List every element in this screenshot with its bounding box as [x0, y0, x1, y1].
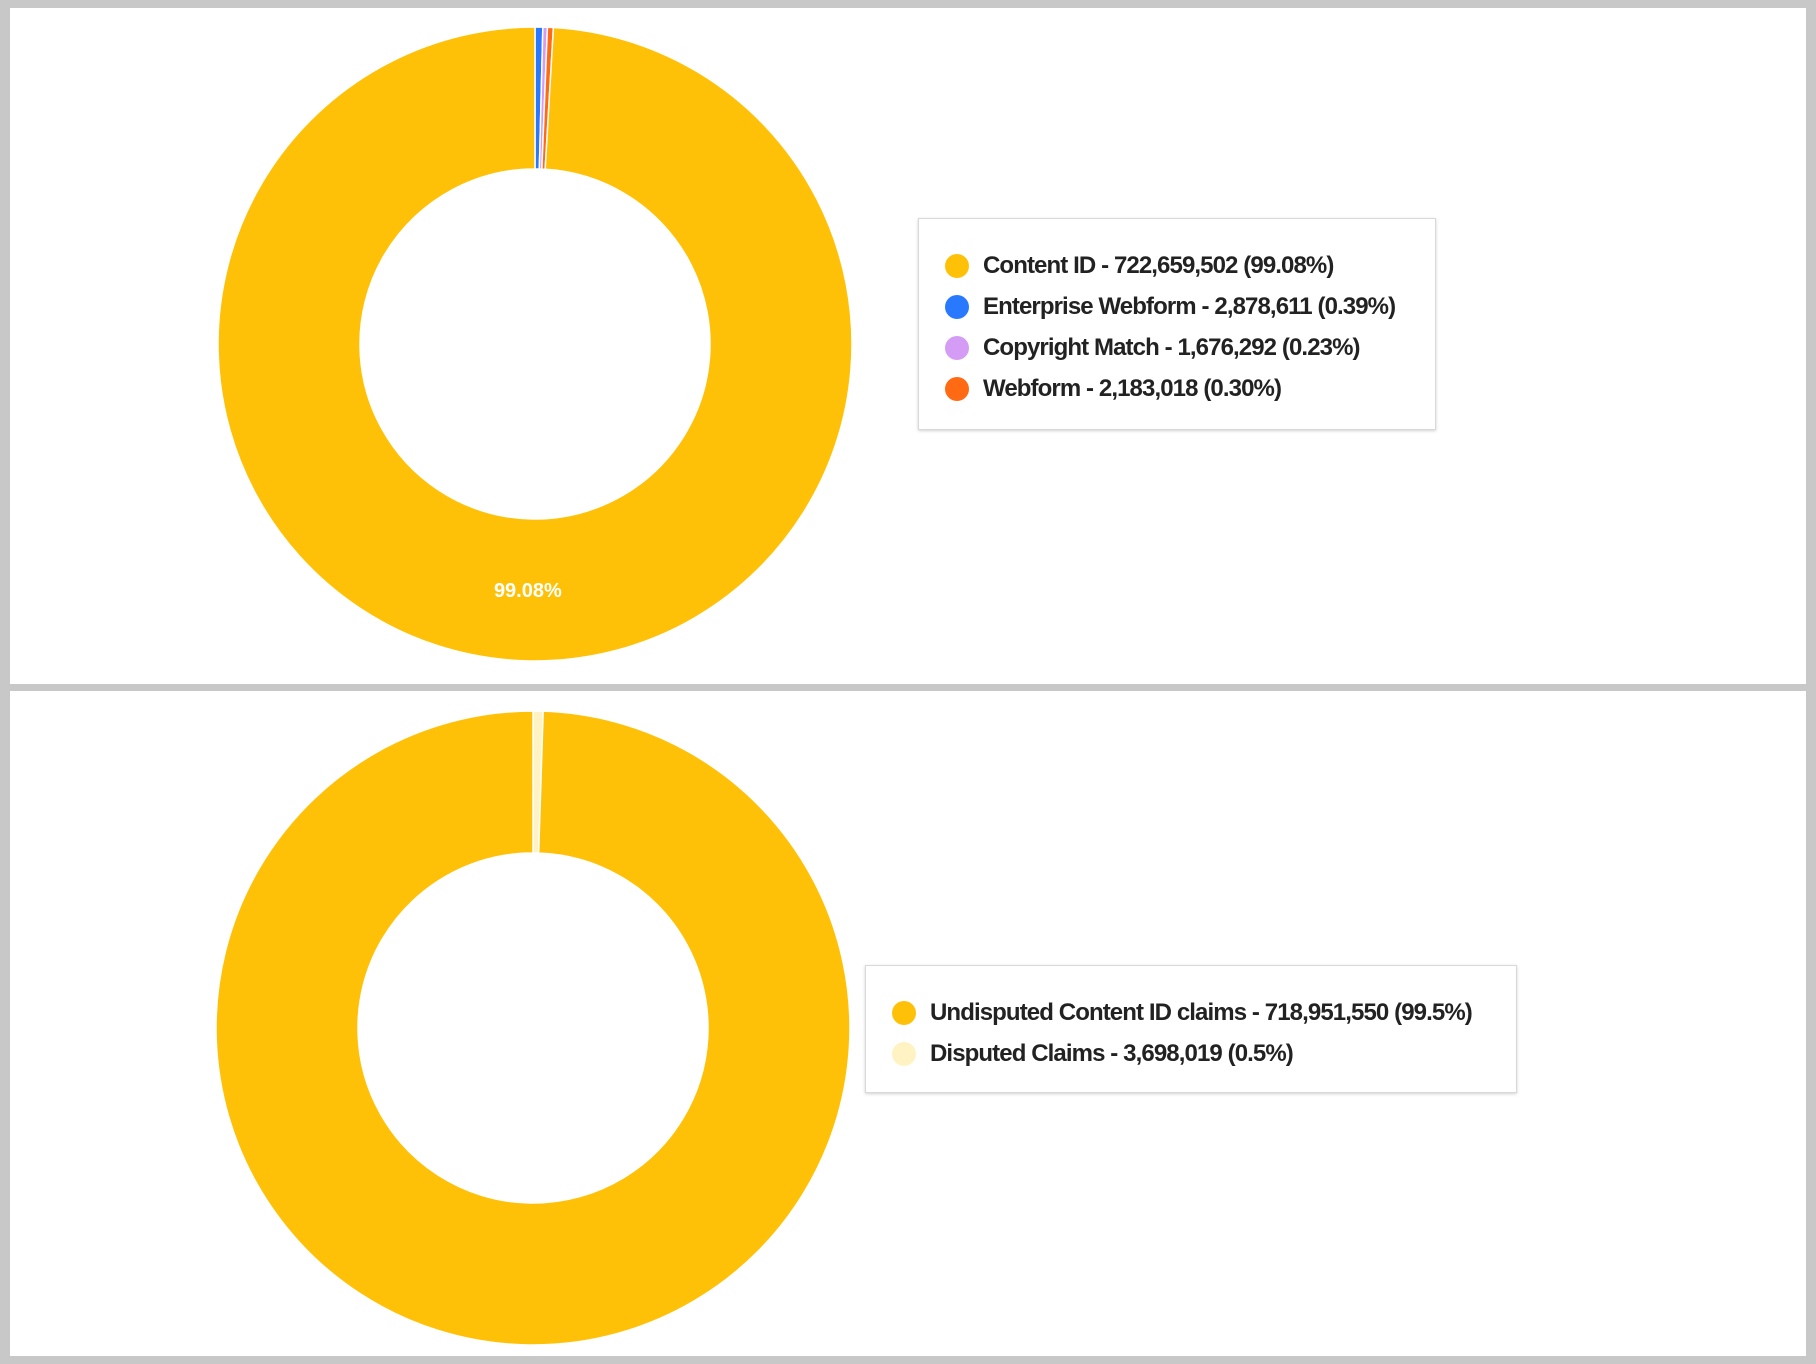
legend-marker-icon [892, 1000, 916, 1025]
legend-item-2[interactable]: Copyright Match - 1,676,292 (0.23%) [945, 327, 1417, 368]
donut-chart-sources: 99.08% [217, 26, 853, 662]
legend-disputes: Undisputed Content ID claims - 718,951,5… [865, 965, 1517, 1093]
legend-item-3[interactable]: Webform - 2,183,018 (0.30%) [945, 368, 1417, 409]
slice-data-label: 99.08% [494, 580, 562, 602]
legend-label: Webform - 2,183,018 (0.30%) [983, 374, 1282, 402]
legend-label: Content ID - 722,659,502 (99.08%) [983, 251, 1334, 279]
legend-label: Undisputed Content ID claims - 718,951,5… [930, 998, 1473, 1026]
donut-chart-disputes [215, 710, 851, 1346]
legend-item-1[interactable]: Enterprise Webform - 2,878,611 (0.39%) [945, 286, 1417, 327]
donut-slice-0[interactable] [217, 26, 853, 662]
legend-item-1[interactable]: Disputed Claims - 3,698,019 (0.5%) [892, 1033, 1498, 1074]
legend-label: Disputed Claims - 3,698,019 (0.5%) [930, 1039, 1294, 1067]
legend-sources: Content ID - 722,659,502 (99.08%) Enterpr… [918, 218, 1436, 430]
legend-marker-icon [945, 253, 969, 278]
chart-panel-disputes: Undisputed Content ID claims - 718,951,5… [10, 691, 1806, 1356]
chart-panel-sources: 99.08% Content ID - 722,659,502 (99.08%)… [10, 8, 1806, 684]
legend-item-0[interactable]: Undisputed Content ID claims - 718,951,5… [892, 992, 1498, 1033]
legend-label: Copyright Match - 1,676,292 (0.23%) [983, 333, 1361, 361]
legend-marker-icon [945, 294, 969, 319]
legend-marker-icon [945, 376, 969, 401]
legend-marker-icon [945, 335, 969, 360]
legend-item-0[interactable]: Content ID - 722,659,502 (99.08%) [945, 245, 1417, 286]
donut-slice-0[interactable] [215, 710, 851, 1346]
legend-marker-icon [892, 1041, 916, 1066]
legend-label: Enterprise Webform - 2,878,611 (0.39%) [983, 292, 1396, 320]
